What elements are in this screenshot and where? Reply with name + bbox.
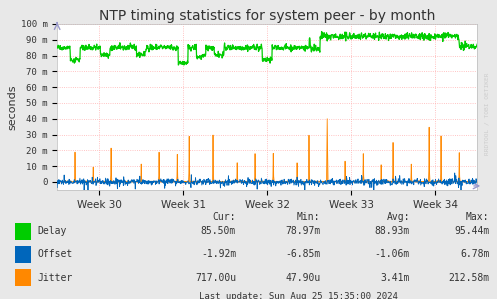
Text: 717.00u: 717.00u (195, 273, 236, 283)
Text: 78.97m: 78.97m (285, 226, 321, 236)
Text: -6.85m: -6.85m (285, 249, 321, 260)
Text: 47.90u: 47.90u (285, 273, 321, 283)
Text: Cur:: Cur: (213, 212, 236, 222)
Text: Min:: Min: (297, 212, 321, 222)
Text: 88.93m: 88.93m (375, 226, 410, 236)
Text: Avg:: Avg: (387, 212, 410, 222)
Text: 3.41m: 3.41m (381, 273, 410, 283)
Text: Last update: Sun Aug 25 15:35:00 2024: Last update: Sun Aug 25 15:35:00 2024 (199, 292, 398, 299)
Text: 6.78m: 6.78m (460, 249, 490, 260)
Title: NTP timing statistics for system peer - by month: NTP timing statistics for system peer - … (99, 9, 435, 23)
Y-axis label: seconds: seconds (8, 84, 18, 130)
Text: -1.92m: -1.92m (201, 249, 236, 260)
Text: Delay: Delay (37, 226, 67, 236)
Text: Max:: Max: (466, 212, 490, 222)
FancyBboxPatch shape (15, 269, 31, 286)
FancyBboxPatch shape (15, 222, 31, 239)
Text: -1.06m: -1.06m (375, 249, 410, 260)
Text: Jitter: Jitter (37, 273, 73, 283)
Text: 85.50m: 85.50m (201, 226, 236, 236)
Text: Offset: Offset (37, 249, 73, 260)
Text: 95.44m: 95.44m (454, 226, 490, 236)
Text: RRDTOOL / TOBI OETIKER: RRDTOOL / TOBI OETIKER (485, 72, 490, 155)
FancyBboxPatch shape (15, 246, 31, 263)
Text: 212.58m: 212.58m (448, 273, 490, 283)
